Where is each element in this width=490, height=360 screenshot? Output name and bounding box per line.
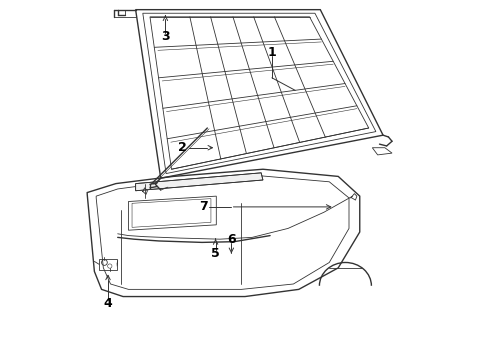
Text: 3: 3 [161,30,170,43]
Text: 7: 7 [199,201,208,213]
Text: 5: 5 [211,247,220,260]
Polygon shape [136,173,263,191]
Text: 6: 6 [227,233,236,246]
Text: 1: 1 [268,46,276,59]
Text: 2: 2 [178,141,187,154]
Text: 4: 4 [104,297,112,310]
